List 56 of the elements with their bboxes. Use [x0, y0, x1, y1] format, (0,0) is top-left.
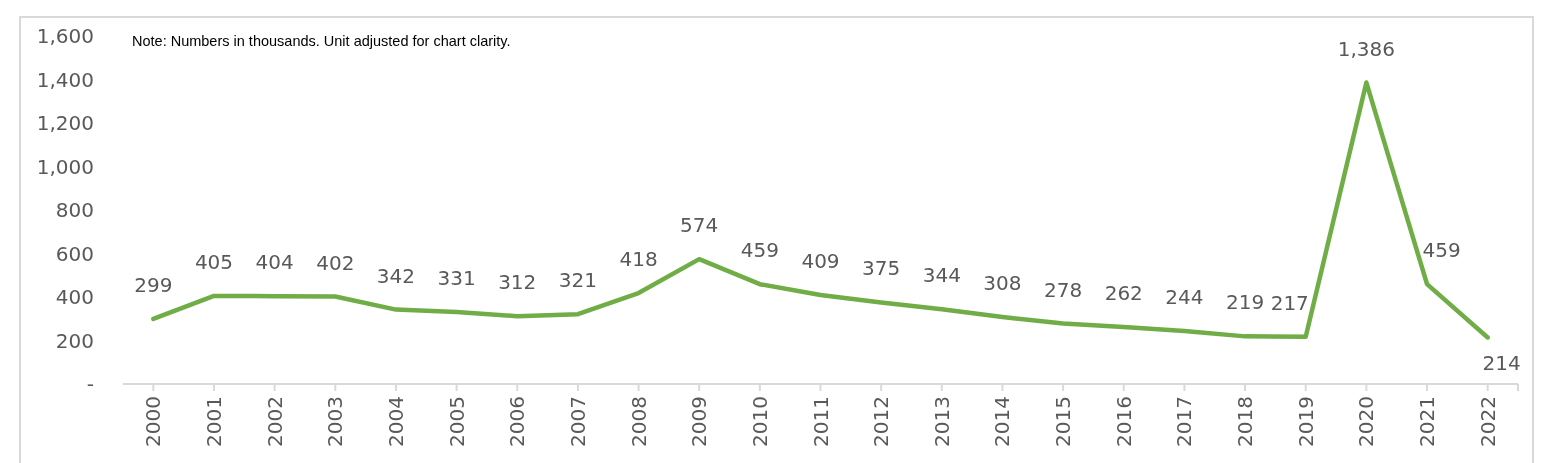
x-tick-label: 2004 [383, 396, 408, 447]
x-tick-label: 2005 [444, 396, 469, 447]
x-tick-label: 2017 [1172, 396, 1197, 447]
data-label: 574 [680, 213, 719, 238]
data-label: 459 [1422, 238, 1461, 263]
data-label: 459 [740, 238, 779, 263]
x-tick-label: 2009 [687, 396, 712, 447]
data-label: 1,386 [1337, 36, 1395, 61]
data-label: 404 [255, 250, 294, 275]
y-tick-label: 600 [55, 241, 94, 266]
y-tick-label: 1,200 [36, 111, 94, 135]
x-tick-label: 2016 [1111, 396, 1136, 447]
y-tick-label: 400 [55, 285, 94, 309]
x-tick-label: 2015 [1051, 396, 1076, 447]
x-tick-label: 2010 [747, 396, 772, 447]
data-label: 344 [922, 263, 961, 288]
data-label: 418 [619, 247, 658, 272]
x-tick-label: 2000 [141, 396, 166, 447]
y-tick-label: 800 [55, 198, 94, 222]
data-label: 312 [498, 270, 537, 295]
data-label: 409 [801, 249, 840, 274]
data-label: 299 [134, 272, 173, 297]
data-label: 331 [437, 266, 476, 291]
data-label: 219 [1225, 290, 1265, 315]
y-tick-label: 1,600 [36, 24, 94, 48]
y-tick-label: 1,000 [36, 154, 94, 179]
data-label: 375 [862, 256, 901, 281]
x-tick-label: 2018 [1233, 396, 1258, 447]
x-tick-label: 2019 [1293, 396, 1318, 447]
data-label: 342 [376, 263, 416, 288]
x-tick-label: 2013 [929, 396, 954, 447]
y-tick-label: - [86, 372, 94, 396]
data-label: 214 [1482, 351, 1521, 376]
x-tick-label: 2012 [869, 396, 894, 447]
x-tick-label: 2020 [1354, 396, 1379, 447]
x-tick-label: 2011 [808, 396, 833, 447]
data-label: 321 [558, 268, 597, 293]
data-label: 244 [1165, 284, 1204, 309]
x-tick-label: 2003 [323, 396, 348, 447]
data-label: 262 [1104, 281, 1143, 306]
x-tick-label: 2021 [1415, 396, 1440, 447]
data-label: 402 [316, 250, 355, 275]
y-tick-label: 1,400 [36, 67, 94, 92]
x-tick-label: 2008 [626, 396, 651, 447]
data-label: 217 [1270, 290, 1309, 315]
x-tick-label: 2006 [505, 396, 530, 447]
data-label: 405 [194, 249, 234, 274]
data-label: 308 [983, 271, 1022, 296]
y-tick-label: 200 [55, 328, 94, 353]
x-tick-label: 2007 [565, 396, 590, 447]
x-tick-label: 2014 [990, 396, 1015, 447]
annotation: Note: Numbers in thousands. Unit adjusted for chart clarity. [132, 33, 511, 49]
x-tick-label: 2022 [1475, 396, 1500, 447]
x-tick-label: 2002 [262, 396, 287, 447]
data-label: 278 [1044, 277, 1083, 302]
x-tick-label: 2001 [201, 396, 226, 447]
